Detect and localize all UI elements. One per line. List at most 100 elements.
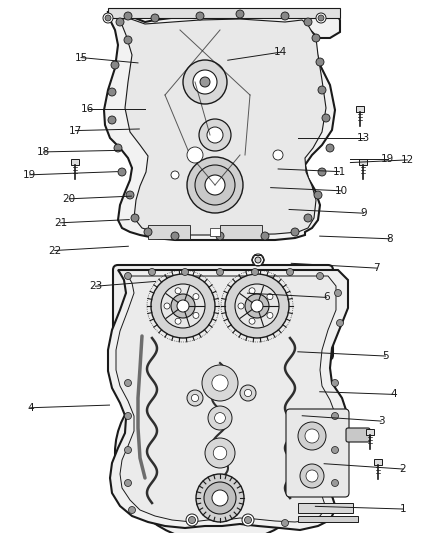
Circle shape <box>335 289 342 296</box>
Bar <box>125 328 320 408</box>
Circle shape <box>189 517 195 523</box>
Circle shape <box>249 318 255 324</box>
Bar <box>356 106 364 112</box>
Circle shape <box>177 300 189 312</box>
Circle shape <box>255 257 261 263</box>
Circle shape <box>175 318 181 324</box>
Circle shape <box>244 390 251 397</box>
PathPatch shape <box>118 18 326 235</box>
Circle shape <box>282 520 289 527</box>
Bar <box>374 459 382 465</box>
Circle shape <box>181 269 188 276</box>
Circle shape <box>298 422 326 450</box>
Text: 18: 18 <box>37 147 50 157</box>
Circle shape <box>193 312 199 318</box>
Circle shape <box>118 168 126 176</box>
Text: 14: 14 <box>274 47 287 57</box>
Circle shape <box>207 127 223 143</box>
Circle shape <box>326 144 334 152</box>
Text: 6: 6 <box>323 293 330 302</box>
Circle shape <box>312 34 320 42</box>
Circle shape <box>148 269 155 276</box>
Circle shape <box>124 36 132 44</box>
Circle shape <box>124 480 131 487</box>
Circle shape <box>216 232 224 240</box>
Circle shape <box>240 385 256 401</box>
Text: 1: 1 <box>399 504 406 514</box>
Circle shape <box>236 10 244 18</box>
Bar <box>298 516 358 522</box>
Text: 19: 19 <box>23 170 36 180</box>
Ellipse shape <box>115 363 325 533</box>
Text: 4: 4 <box>27 403 34 413</box>
Text: 23: 23 <box>89 281 102 291</box>
Circle shape <box>128 506 135 513</box>
Circle shape <box>151 274 215 338</box>
Text: 7: 7 <box>373 263 380 273</box>
Circle shape <box>251 300 263 312</box>
Circle shape <box>245 294 269 318</box>
Circle shape <box>108 88 116 96</box>
Circle shape <box>273 150 283 160</box>
Circle shape <box>199 119 231 151</box>
Text: 13: 13 <box>357 133 370 142</box>
Circle shape <box>126 191 134 199</box>
FancyBboxPatch shape <box>346 428 370 442</box>
Circle shape <box>105 15 111 21</box>
PathPatch shape <box>116 276 336 522</box>
Circle shape <box>204 482 236 514</box>
Circle shape <box>251 269 258 276</box>
Circle shape <box>286 269 293 276</box>
Bar <box>71 159 79 165</box>
Bar <box>359 159 367 165</box>
Circle shape <box>193 70 217 94</box>
Circle shape <box>187 390 203 406</box>
Circle shape <box>304 214 312 222</box>
Circle shape <box>171 294 195 318</box>
Bar <box>108 8 340 18</box>
Text: 17: 17 <box>69 126 82 135</box>
Circle shape <box>244 516 251 523</box>
Circle shape <box>336 319 343 327</box>
Circle shape <box>103 13 113 23</box>
Circle shape <box>144 228 152 236</box>
Circle shape <box>238 303 244 309</box>
Circle shape <box>235 284 279 328</box>
Circle shape <box>187 147 203 163</box>
Circle shape <box>183 60 227 104</box>
Circle shape <box>193 294 199 300</box>
Circle shape <box>300 464 324 488</box>
Circle shape <box>212 375 228 391</box>
Circle shape <box>332 379 339 386</box>
Circle shape <box>114 144 122 152</box>
Circle shape <box>216 269 223 276</box>
Circle shape <box>212 490 228 506</box>
Bar <box>298 503 353 513</box>
Circle shape <box>318 86 326 94</box>
Circle shape <box>305 429 319 443</box>
Text: 11: 11 <box>333 167 346 176</box>
Circle shape <box>164 303 170 309</box>
Text: 5: 5 <box>382 351 389 361</box>
Circle shape <box>186 514 198 526</box>
Circle shape <box>205 175 225 195</box>
FancyBboxPatch shape <box>286 409 349 497</box>
Circle shape <box>124 413 131 419</box>
Circle shape <box>202 365 238 401</box>
Circle shape <box>205 438 235 468</box>
Circle shape <box>108 116 116 124</box>
Circle shape <box>316 58 324 66</box>
Bar <box>366 429 374 435</box>
Text: 16: 16 <box>81 104 94 114</box>
Circle shape <box>171 232 179 240</box>
Text: 22: 22 <box>48 246 61 255</box>
Text: 10: 10 <box>335 186 348 196</box>
Circle shape <box>252 254 264 266</box>
Circle shape <box>124 379 131 386</box>
Circle shape <box>281 12 289 20</box>
Circle shape <box>306 470 318 482</box>
Circle shape <box>196 474 244 522</box>
Circle shape <box>196 12 204 20</box>
Circle shape <box>111 61 119 69</box>
Circle shape <box>200 77 210 87</box>
